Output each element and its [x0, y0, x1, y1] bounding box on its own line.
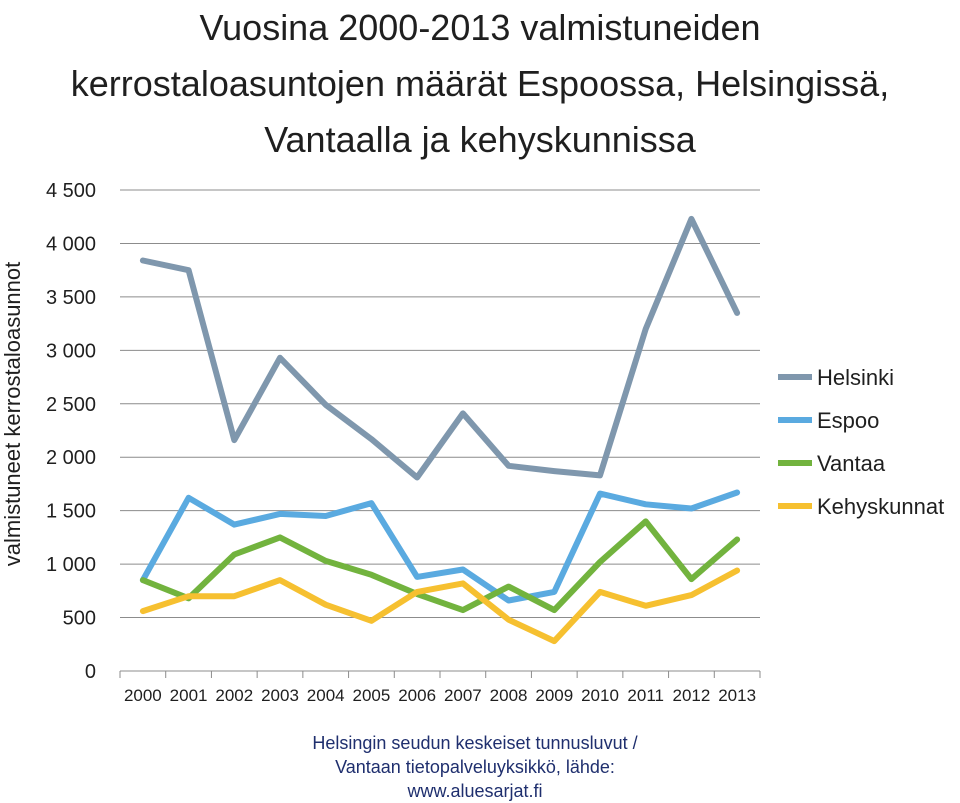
series-line-helsinki	[139, 215, 741, 481]
legend-label-helsinki: Helsinki	[817, 365, 894, 390]
x-tick-label: 2013	[718, 686, 756, 705]
chart-title-line-3: Vantaalla ja kehyskunnissa	[264, 119, 696, 160]
x-tick-label: 2004	[307, 686, 345, 705]
x-tick-label: 2002	[215, 686, 253, 705]
x-tick-label: 2010	[581, 686, 619, 705]
source-note: Helsingin seudun keskeiset tunnusluvut /…	[300, 731, 650, 803]
gridlines	[120, 189, 760, 619]
x-tick-label: 2005	[353, 686, 391, 705]
y-tick-label: 3 000	[46, 340, 96, 362]
x-tick-label: 2008	[490, 686, 528, 705]
x-tick-label: 2001	[170, 686, 208, 705]
y-tick-label: 4 500	[46, 180, 96, 202]
x-tick-label: 2011	[627, 686, 664, 705]
series-lines	[139, 215, 741, 645]
legend: Helsinki Espoo Vantaa Kehyskunnat	[778, 365, 944, 519]
legend-label-espoo: Espoo	[817, 408, 879, 433]
chart-title-line-1: Vuosina 2000-2013 valmistuneiden	[199, 7, 761, 48]
y-tick-label: 0	[85, 661, 96, 683]
y-tick-labels: 0 500 1 000 1 500 2 000 2 500 3 000 3 500 4 000 4…	[46, 180, 96, 683]
legend-label-vantaa: Vantaa	[817, 451, 886, 476]
y-tick-label: 500	[63, 608, 96, 630]
y-tick-label: 2 000	[46, 447, 96, 469]
legend-label-kehyskunnat: Kehyskunnat	[817, 494, 944, 519]
series-line-vantaa	[139, 518, 741, 614]
x-tick-label: 2009	[535, 686, 573, 705]
line-chart: 0 500 1 000 1 500 2 000 2 500 3 000 3 500 4 000 4…	[46, 180, 944, 705]
series-line-espoo	[139, 489, 741, 604]
source-line-3: www.aluesarjat.fi	[407, 781, 543, 801]
y-tick-label: 4 000	[46, 233, 96, 255]
x-tick-label: 2000	[124, 686, 162, 705]
x-tick-label: 2003	[261, 686, 299, 705]
y-tick-label: 1 500	[46, 501, 96, 523]
x-axis: 2000 2001 2002 2003 2004 2005 2006 2007 2008 2009…	[119, 670, 761, 705]
series-line-kehyskunnat	[139, 567, 741, 645]
source-line-1: Helsingin seudun keskeiset tunnusluvut /	[312, 733, 638, 753]
y-tick-label: 2 500	[46, 394, 96, 416]
chart-title: Vuosina 2000-2013 valmistuneiden kerrost…	[0, 0, 960, 168]
y-tick-label: 3 500	[46, 287, 96, 309]
source-line-2: Vantaan tietopalveluyksikkö, lähde:	[335, 757, 615, 777]
x-tick-label: 2006	[398, 686, 436, 705]
chart-title-line-2: kerrostaloasuntojen määrät Espoossa, Hel…	[70, 63, 890, 104]
x-tick-label: 2012	[673, 686, 711, 705]
y-tick-label: 1 000	[46, 554, 96, 576]
x-tick-label: 2007	[444, 686, 482, 705]
